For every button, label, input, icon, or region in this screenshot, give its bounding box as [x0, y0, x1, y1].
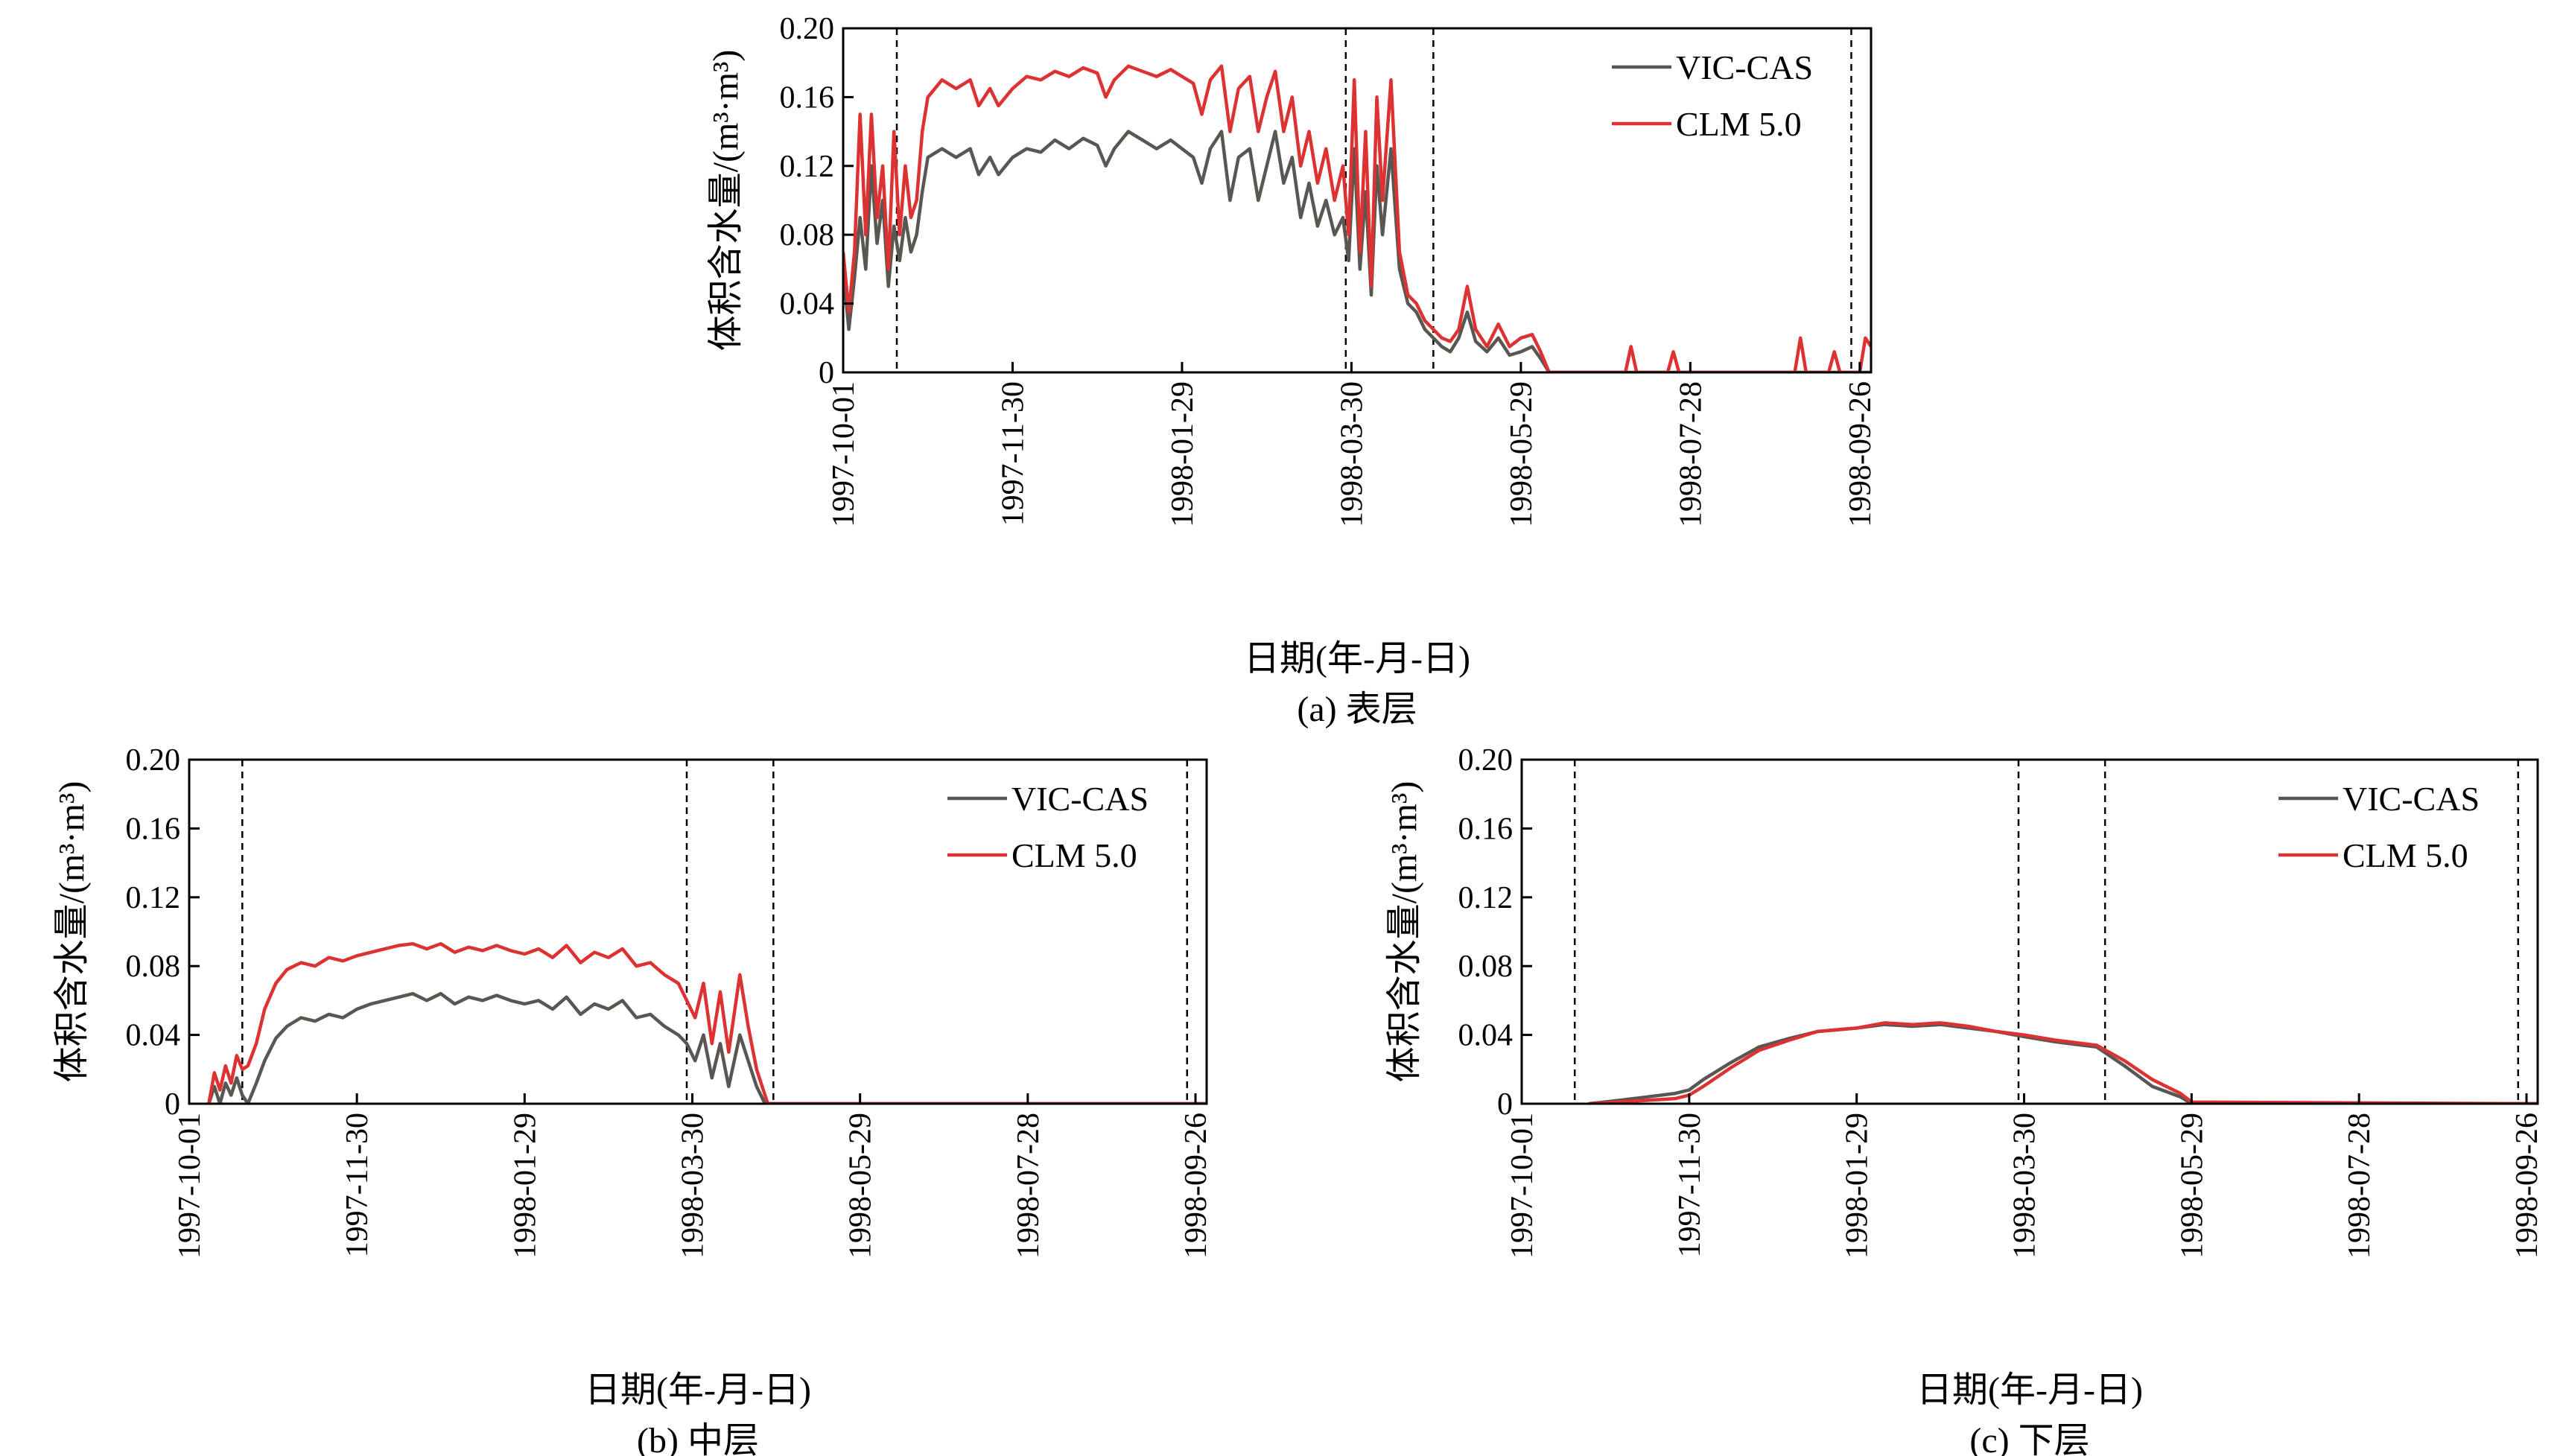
legend-label-1: CLM 5.0	[1676, 105, 1802, 143]
y-tick-label-1: 0.04	[126, 1019, 181, 1053]
x-tick-label-0: 1997-10-01	[173, 1113, 207, 1259]
y-tick-label-3: 0.12	[1458, 881, 1514, 915]
legend-label-0: VIC-CAS	[1676, 48, 1813, 86]
x-tick-label-6: 1998-09-26	[1843, 381, 1878, 527]
plot-frame	[188, 758, 1208, 1105]
y-tick-label-3: 0.12	[126, 881, 181, 915]
series-line-0	[207, 991, 1207, 1104]
y-axis-label: 体积含水量/(m³·m³)	[706, 50, 746, 352]
x-tick-label-4: 1998-05-29	[844, 1113, 878, 1259]
x-tick-label-2: 1998-01-29	[1841, 1113, 1875, 1259]
series-line-1	[207, 941, 1207, 1104]
legend-label-0: VIC-CAS	[2343, 780, 2480, 818]
x-tick-label-0: 1997-10-01	[827, 381, 861, 527]
panel-caption: (b) 中层	[637, 1421, 759, 1456]
y-tick-label-5: 0.20	[1458, 743, 1514, 778]
chart-panel-0: 0 0.04 0.08 0.12 0.16 0.20 1997-10-01 1997-11-3…	[706, 12, 1878, 729]
y-tick-label-0: 0	[819, 356, 834, 390]
x-tick-label-3: 1998-03-30	[2008, 1113, 2042, 1259]
y-tick-label-2: 0.08	[1458, 950, 1514, 984]
x-tick-label-4: 1998-05-29	[1505, 381, 1539, 527]
x-tick-label-2: 1998-01-29	[1166, 381, 1200, 527]
x-tick-label-0: 1997-10-01	[1505, 1113, 1540, 1259]
x-axis-label: 日期(年-月-日)	[585, 1370, 811, 1410]
panel-caption: (c) 下层	[1969, 1421, 2089, 1456]
panel-caption: (a) 表层	[1297, 690, 1417, 729]
y-tick-label-0: 0	[165, 1087, 180, 1122]
y-tick-label-5: 0.20	[126, 743, 181, 778]
x-tick-label-4: 1998-05-29	[2175, 1113, 2209, 1259]
x-tick-label-3: 1998-03-30	[1335, 381, 1369, 527]
x-tick-label-1: 1997-11-30	[996, 381, 1030, 526]
x-axis-label: 日期(年-月-日)	[1916, 1370, 2143, 1410]
x-tick-label-6: 1998-09-26	[1179, 1113, 1213, 1259]
x-tick-label-2: 1998-01-29	[508, 1113, 542, 1259]
y-tick-label-0: 0	[1497, 1087, 1513, 1122]
y-tick-label-5: 0.20	[780, 12, 835, 46]
chart-panel-2: 0 0.04 0.08 0.12 0.16 0.20 1997-10-01 1997-11-3…	[1385, 743, 2544, 1456]
y-tick-label-1: 0.04	[1458, 1019, 1514, 1053]
y-tick-label-4: 0.16	[780, 80, 835, 115]
plot-frame	[1520, 758, 2539, 1105]
y-tick-label-4: 0.16	[126, 812, 181, 846]
x-tick-label-1: 1997-11-30	[1673, 1113, 1707, 1257]
y-tick-label-4: 0.16	[1458, 812, 1514, 846]
y-tick-label-3: 0.12	[780, 150, 835, 184]
series-line-1	[1588, 1021, 2538, 1104]
legend-label-0: VIC-CAS	[1011, 780, 1149, 818]
legend-label-1: CLM 5.0	[1011, 836, 1137, 874]
x-tick-label-1: 1997-11-30	[340, 1113, 375, 1257]
series-line-0	[1588, 1023, 2538, 1104]
x-tick-label-5: 1998-07-28	[1674, 381, 1708, 527]
chart-panel-1: 0 0.04 0.08 0.12 0.16 0.20 1997-10-01 1997-11-3…	[52, 743, 1213, 1456]
y-tick-label-2: 0.08	[780, 218, 835, 252]
series-line-1	[843, 64, 1871, 372]
y-tick-label-2: 0.08	[126, 950, 181, 984]
x-tick-label-5: 1998-07-28	[2343, 1113, 2377, 1259]
x-tick-label-6: 1998-09-26	[2510, 1113, 2544, 1259]
legend-label-1: CLM 5.0	[2343, 836, 2468, 874]
y-tick-label-1: 0.04	[780, 287, 835, 322]
y-axis-label: 体积含水量/(m³·m³)	[52, 781, 92, 1083]
plot-frame	[842, 27, 1873, 374]
x-tick-label-5: 1998-07-28	[1011, 1113, 1046, 1259]
x-tick-label-3: 1998-03-30	[676, 1113, 710, 1259]
x-axis-label: 日期(年-月-日)	[1244, 639, 1470, 678]
series-line-0	[843, 130, 1871, 372]
y-axis-label: 体积含水量/(m³·m³)	[1385, 781, 1424, 1083]
